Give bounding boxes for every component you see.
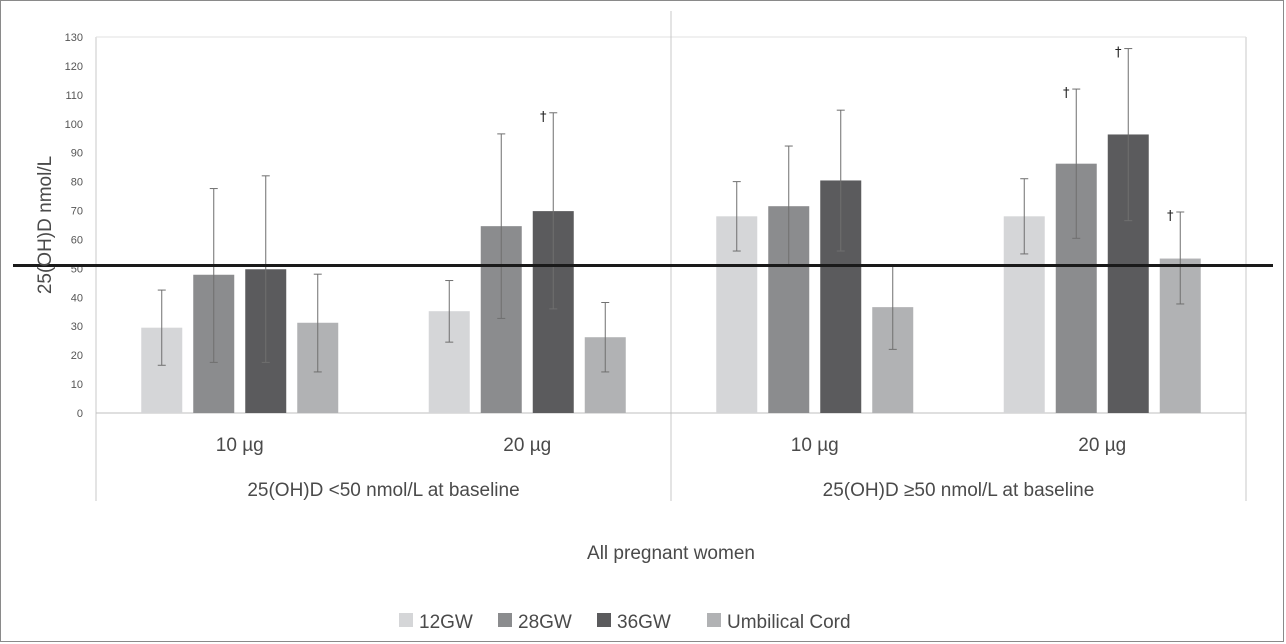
y-tick-label: 110: [65, 90, 83, 102]
y-tick-label: 80: [71, 177, 83, 189]
significance-marker: †: [1115, 46, 1122, 61]
category-label: 20 µg: [1078, 435, 1126, 456]
outer-group-label: All pregnant women: [587, 543, 755, 564]
legend-swatch: [498, 613, 512, 627]
label-layer: 25(OH)D nmol/L 10 µg † 20 µg 10 µg † † † 20 µg 25…: [35, 46, 1174, 564]
legend-swatch: [399, 613, 413, 627]
y-tick-label: 0: [77, 408, 83, 420]
y-tick-label: 10: [71, 379, 83, 391]
legend-swatch: [707, 613, 721, 627]
legend-label: Umbilical Cord: [727, 612, 851, 633]
y-tick-label: 30: [71, 321, 83, 333]
group-label: 25(OH)D <50 nmol/L at baseline: [247, 480, 519, 501]
legend: 12GW 28GW 36GW Umbilical Cord: [399, 612, 851, 633]
error-bar-layer: [157, 48, 1185, 373]
y-tick-label: 40: [71, 292, 83, 304]
category-label: 20 µg: [503, 435, 551, 456]
legend-swatch: [597, 613, 611, 627]
group-label: 25(OH)D ≥50 nmol/L at baseline: [823, 480, 1095, 501]
legend-label: 12GW: [419, 612, 473, 633]
significance-marker: †: [1167, 209, 1174, 224]
significance-marker: †: [1063, 86, 1070, 101]
legend-label: 28GW: [518, 612, 572, 633]
y-tick-label: 70: [71, 206, 83, 218]
category-label: 10 µg: [216, 435, 264, 456]
category-label: 10 µg: [791, 435, 839, 456]
y-tick-label: 90: [71, 148, 83, 160]
y-tick-label: 60: [71, 234, 83, 246]
y-axis-label: 25(OH)D nmol/L: [35, 156, 56, 294]
y-tick-label: 100: [65, 119, 83, 131]
legend-label: 36GW: [617, 612, 671, 633]
y-tick-label: 120: [65, 61, 83, 73]
y-tick-label: 20: [71, 350, 83, 362]
y-tick-label: 130: [65, 32, 83, 44]
significance-marker: †: [540, 110, 547, 125]
